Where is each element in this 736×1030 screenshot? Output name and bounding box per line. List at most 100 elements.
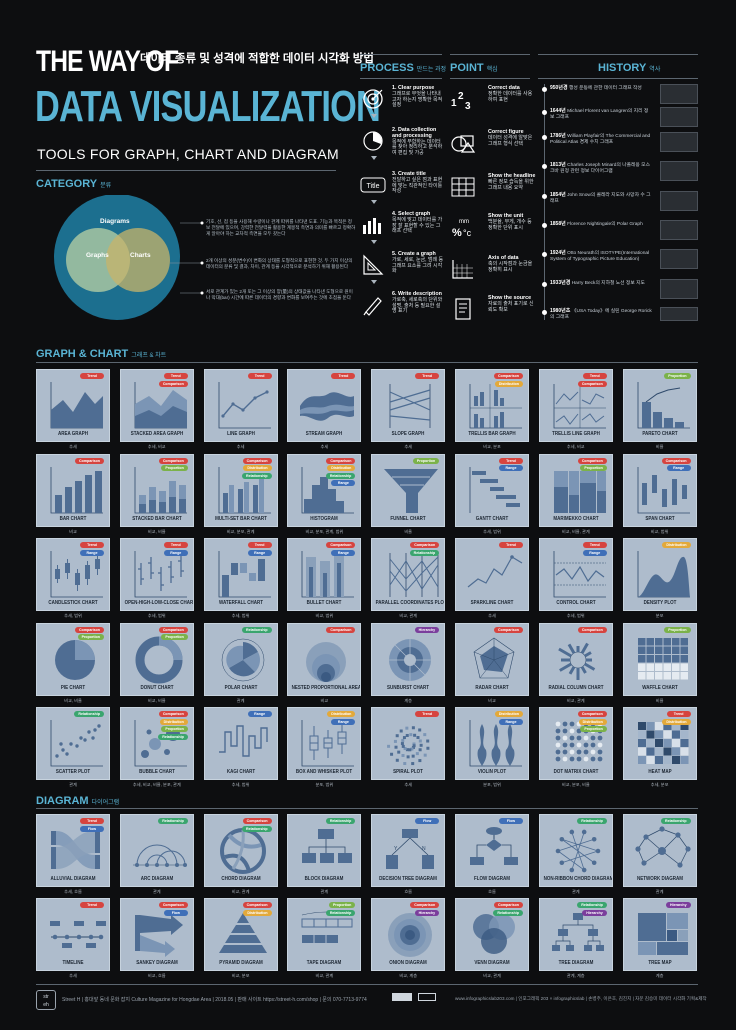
- grid-icon: [450, 176, 476, 198]
- graph-chart-card-dot-matrix-chart: Comparison Distribution Proportion DOT MATR…: [538, 707, 613, 780]
- graph-chart-card-violin-plot: Distribution Range VIOLIN PLOT: [455, 707, 529, 780]
- venn-icon: [473, 914, 515, 954]
- tag-comparison: Comparison: [326, 457, 356, 464]
- arc-icon: [132, 844, 187, 867]
- footer-right: www.infographicslab203.com | 인포그래픽 203 ×…: [455, 996, 707, 1001]
- tag-trend: Trend: [415, 711, 440, 717]
- graph-chart-card-sparkline-chart: Trend SPARKLINE CHART: [455, 538, 529, 611]
- diagram-card-onion-diagram: Comparison Hierarchy ONION DIAGRAM: [371, 898, 446, 971]
- diagram-card-chord-diagram: Comparison Relationship CHORD DIAGRAM: [203, 814, 278, 887]
- svg-text:%: %: [452, 227, 462, 239]
- diagram-card-pyramid-diagram: Comparison Distribution PYRAMID DIAGRAM: [203, 898, 278, 971]
- history-thumbnail: [660, 279, 698, 299]
- card-usage: 비교, 범위: [315, 613, 334, 618]
- card-usage: 관계: [655, 889, 664, 894]
- history-dot: [542, 164, 547, 169]
- tag-trend: Trend: [163, 542, 188, 548]
- history-text: 《USA Today》에 실린 George Rorick의 그래프: [550, 309, 652, 320]
- venn-right-circle: [106, 228, 170, 292]
- point-step-title: Axis of data: [488, 255, 519, 261]
- tag-range: Range: [331, 718, 356, 725]
- tag-distribution: Distribution: [327, 711, 356, 717]
- card-label: POLAR CHART: [224, 684, 257, 691]
- svg-text:1: 1: [451, 98, 457, 109]
- tag-range: Range: [247, 711, 272, 717]
- card-label: PARETO CHART: [641, 431, 678, 437]
- tag-range: Range: [582, 549, 607, 556]
- graph-chart-card-area-graph: Trend AREA GRAPH: [36, 369, 110, 442]
- tag-comparison: Comparison: [75, 457, 104, 464]
- svg-text:3: 3: [465, 101, 471, 110]
- card-label: SLOPE GRAPH: [391, 431, 425, 437]
- marimekko-icon: [553, 470, 606, 513]
- point-step-title: Show the headline: [488, 173, 536, 179]
- card-usage: 분포, 범위: [315, 782, 334, 787]
- category-note-graphs: 2개 이상의 성분(변수)이 변화의 상태를 도형적으로 표현한 것. 두 가지…: [206, 258, 353, 270]
- history-item: 1644년 Michael Florent van Langren의 지리 정보…: [550, 108, 652, 120]
- history-dot: [542, 135, 547, 140]
- process-title: PROCESS 만드는 과정: [360, 62, 447, 74]
- card-label: NESTED PROPORTIONAL AREA CHART: [291, 684, 362, 691]
- card-label: PIE CHART: [60, 684, 86, 691]
- card-usage: 관계: [69, 782, 77, 787]
- history-item: 1980년초 《USA Today》에 실린 George Rorick의 그래…: [550, 308, 652, 320]
- tag-comparison: Comparison: [158, 457, 188, 464]
- diagram-card-venn-diagram: Comparison Relationship VENN DIAGRAM: [455, 898, 529, 971]
- graph-chart-card-bubble-chart: Comparison Distribution Proportion Relation…: [119, 707, 194, 780]
- graph-chart-card-waffle-chart: Proportion WAFFLE CHART: [622, 622, 697, 696]
- graph-chart-card-kagi-chart: Range KAGI CHART: [203, 707, 278, 780]
- tag-comparison: Comparison: [158, 902, 188, 908]
- card-usage: 추세: [320, 444, 329, 449]
- card-usage: 추세, 범위: [231, 782, 250, 787]
- history-thumbnail: [660, 191, 698, 211]
- funnel-icon: [384, 468, 439, 513]
- ohlc-icon: [134, 551, 187, 598]
- tag-range: Range: [499, 465, 523, 471]
- card-label: WAFFLE CHART: [641, 684, 678, 691]
- point-step-title: Correct data: [488, 85, 520, 91]
- title-icon: Title: [360, 174, 386, 196]
- card-usage: 관계, 계층: [566, 973, 585, 978]
- card-label: DENSITY PLOT: [643, 600, 676, 606]
- graph-chart-card-trellis-bar-graph: Comparison Distribution TRELLIS BAR GRAPH: [455, 369, 529, 442]
- category-note-charts: 서로 관계가 있는 2개 또는 그 이상의 양(量)의 상태값을 나타낸 도형으…: [206, 289, 353, 301]
- tag-comparison: Comparison: [75, 626, 104, 633]
- tag-proportion: Proportion: [161, 465, 188, 471]
- history-text: 행성 운동에 관한 데이터 그래프 작성: [568, 86, 642, 91]
- tag-trend: Trend: [666, 711, 691, 717]
- tag-proportion: Proportion: [329, 902, 356, 908]
- graph-chart-card-stream-graph: Trend STREAM GRAPH: [287, 369, 362, 442]
- card-usage: 비교, 분포, 관계: [226, 528, 255, 534]
- tag-proportion: Proportion: [580, 465, 607, 471]
- process-step-title: 1. Clear purpose: [392, 85, 435, 91]
- history-thumbnail: [660, 84, 698, 104]
- stream-icon: [300, 392, 355, 421]
- card-label: DOT MATRIX CHART: [553, 769, 599, 775]
- density-icon: [637, 551, 690, 598]
- tag-distribution: Distribution: [662, 542, 691, 548]
- card-label: SPAN CHART: [644, 515, 675, 522]
- tag-trend: Trend: [415, 373, 440, 379]
- radial-column-icon: [557, 642, 596, 680]
- tag-range: Range: [666, 465, 691, 471]
- tag-distribution: Distribution: [327, 465, 356, 471]
- history-item: 1858년 Florence Nightingale의 Polar Graph: [550, 221, 652, 228]
- tag-trend: Trend: [582, 373, 607, 379]
- card-label: STACKED BAR CHART: [132, 515, 182, 522]
- card-label: TREE DIAGRAM: [558, 960, 594, 966]
- card-label: VIOLIN PLOT: [477, 769, 507, 775]
- process-step-desc: 목적에 맞고 데이터를 가장 잘 표현할 수 있는 그래프 선택: [392, 216, 443, 235]
- diagram-title: DIAGRAM 다이어그램: [36, 795, 120, 807]
- card-label: TRELLIS LINE GRAPH: [551, 431, 600, 437]
- multi-bar-icon: [218, 466, 271, 513]
- card-label: RADIAL COLUMN CHART: [548, 684, 604, 691]
- card-label: GANTT CHART: [475, 515, 509, 522]
- kagi-icon: [218, 725, 268, 757]
- tag-relationship: Relationship: [242, 472, 272, 479]
- span-icon: [637, 466, 690, 513]
- history-text: Harry Beck의 지하철 노선 정보 지도: [571, 281, 645, 286]
- parallel-icon: [389, 553, 439, 597]
- graph-chart-title: GRAPH & CHART 그래프 & 차트: [36, 348, 167, 360]
- alluvial-icon: [51, 831, 100, 869]
- card-usage: 비교, 분포, 비율: [561, 782, 590, 787]
